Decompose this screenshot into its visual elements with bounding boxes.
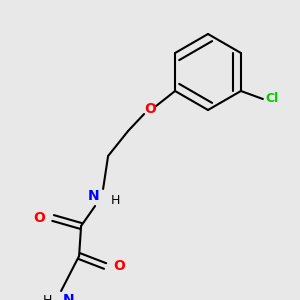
- Text: N: N: [63, 293, 75, 300]
- Text: O: O: [113, 259, 125, 273]
- Text: H: H: [111, 194, 121, 206]
- Text: N: N: [87, 189, 99, 203]
- Text: O: O: [144, 102, 156, 116]
- Text: Cl: Cl: [265, 92, 278, 106]
- Text: H: H: [42, 293, 52, 300]
- Text: O: O: [33, 211, 45, 225]
